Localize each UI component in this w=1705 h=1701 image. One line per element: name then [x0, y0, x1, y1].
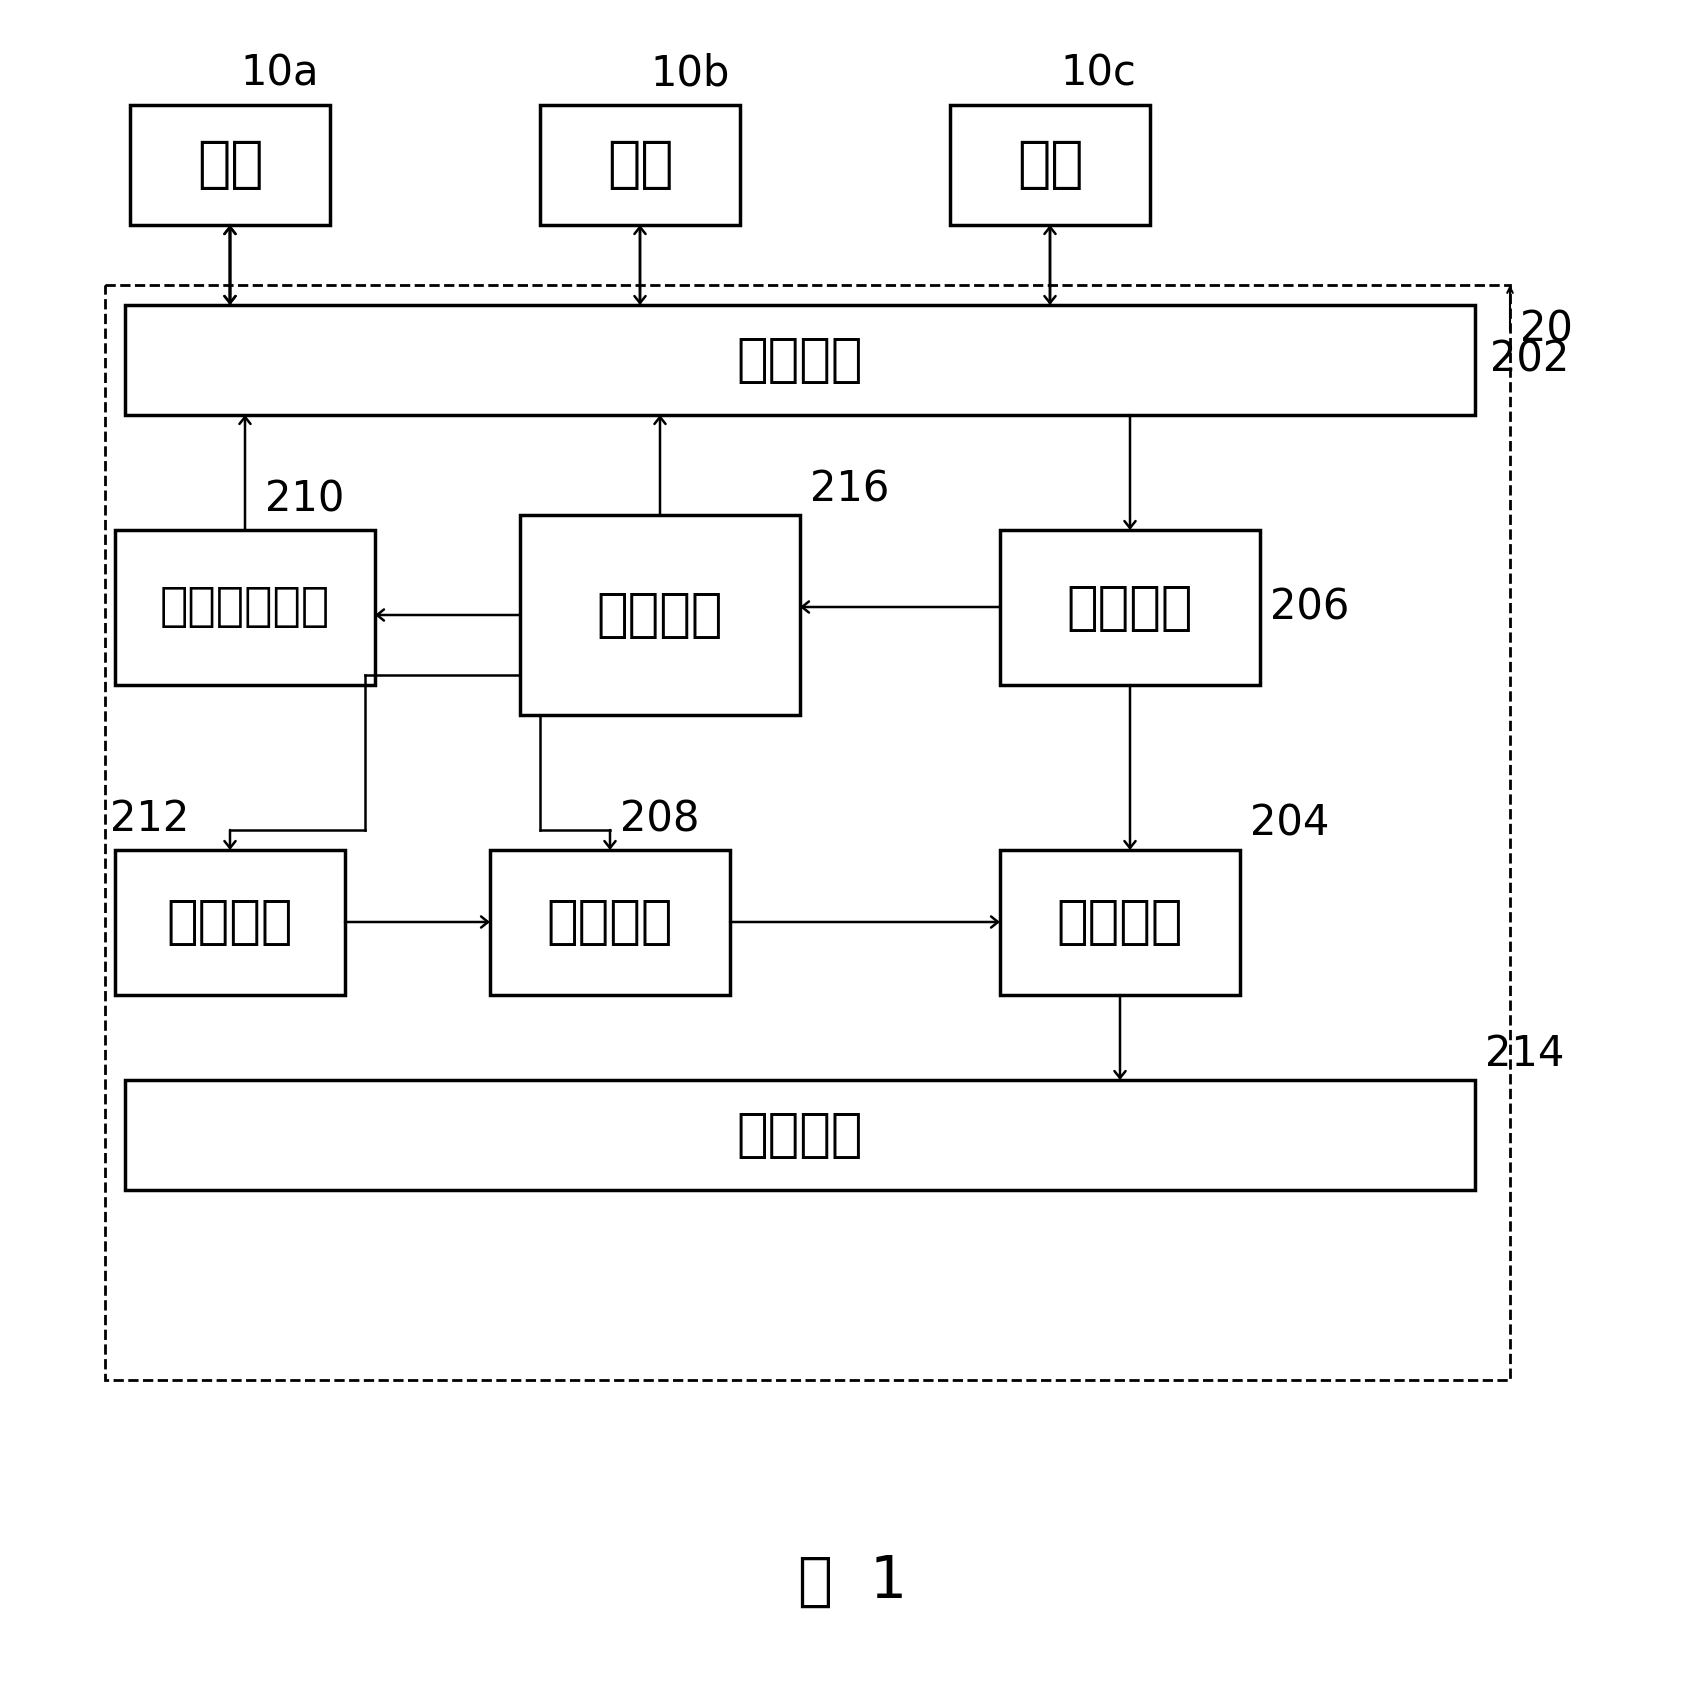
Text: 10c: 10c	[1059, 53, 1136, 95]
Text: 计时单元: 计时单元	[167, 896, 293, 949]
Text: 光驱: 光驱	[1016, 138, 1083, 192]
Text: 光驱: 光驱	[196, 138, 263, 192]
Bar	[999, 531, 1260, 686]
Text: 210: 210	[264, 478, 344, 521]
Text: 图  1: 图 1	[798, 1553, 907, 1609]
Text: 202: 202	[1488, 338, 1569, 381]
Text: 206: 206	[1269, 587, 1349, 628]
Text: 212: 212	[109, 798, 189, 840]
Bar	[106, 286, 1509, 1380]
Text: 控制单元: 控制单元	[597, 589, 723, 641]
Bar	[130, 105, 329, 225]
Text: 10a: 10a	[240, 53, 319, 95]
Bar	[124, 1080, 1475, 1191]
Text: 显示单元: 显示单元	[737, 1109, 863, 1162]
Text: 检测单元: 检测单元	[1066, 582, 1192, 633]
Text: 指令发送单元: 指令发送单元	[160, 585, 331, 629]
Bar	[950, 105, 1149, 225]
Bar	[999, 850, 1240, 995]
Text: 214: 214	[1483, 1033, 1563, 1075]
Text: 208: 208	[619, 798, 699, 840]
Text: 设定单元: 设定单元	[546, 896, 673, 949]
Text: 10b: 10b	[650, 53, 730, 95]
Bar	[540, 105, 740, 225]
Bar	[124, 304, 1475, 415]
Bar	[489, 850, 730, 995]
Text: 204: 204	[1250, 803, 1328, 845]
Text: 216: 216	[810, 468, 888, 510]
Bar	[520, 515, 800, 714]
Text: 选择单元: 选择单元	[737, 333, 863, 386]
Text: 光驱: 光驱	[607, 138, 673, 192]
Text: 20: 20	[1519, 310, 1572, 350]
Text: 存储单元: 存储单元	[1055, 896, 1183, 949]
Bar	[114, 531, 375, 686]
Bar	[114, 850, 344, 995]
